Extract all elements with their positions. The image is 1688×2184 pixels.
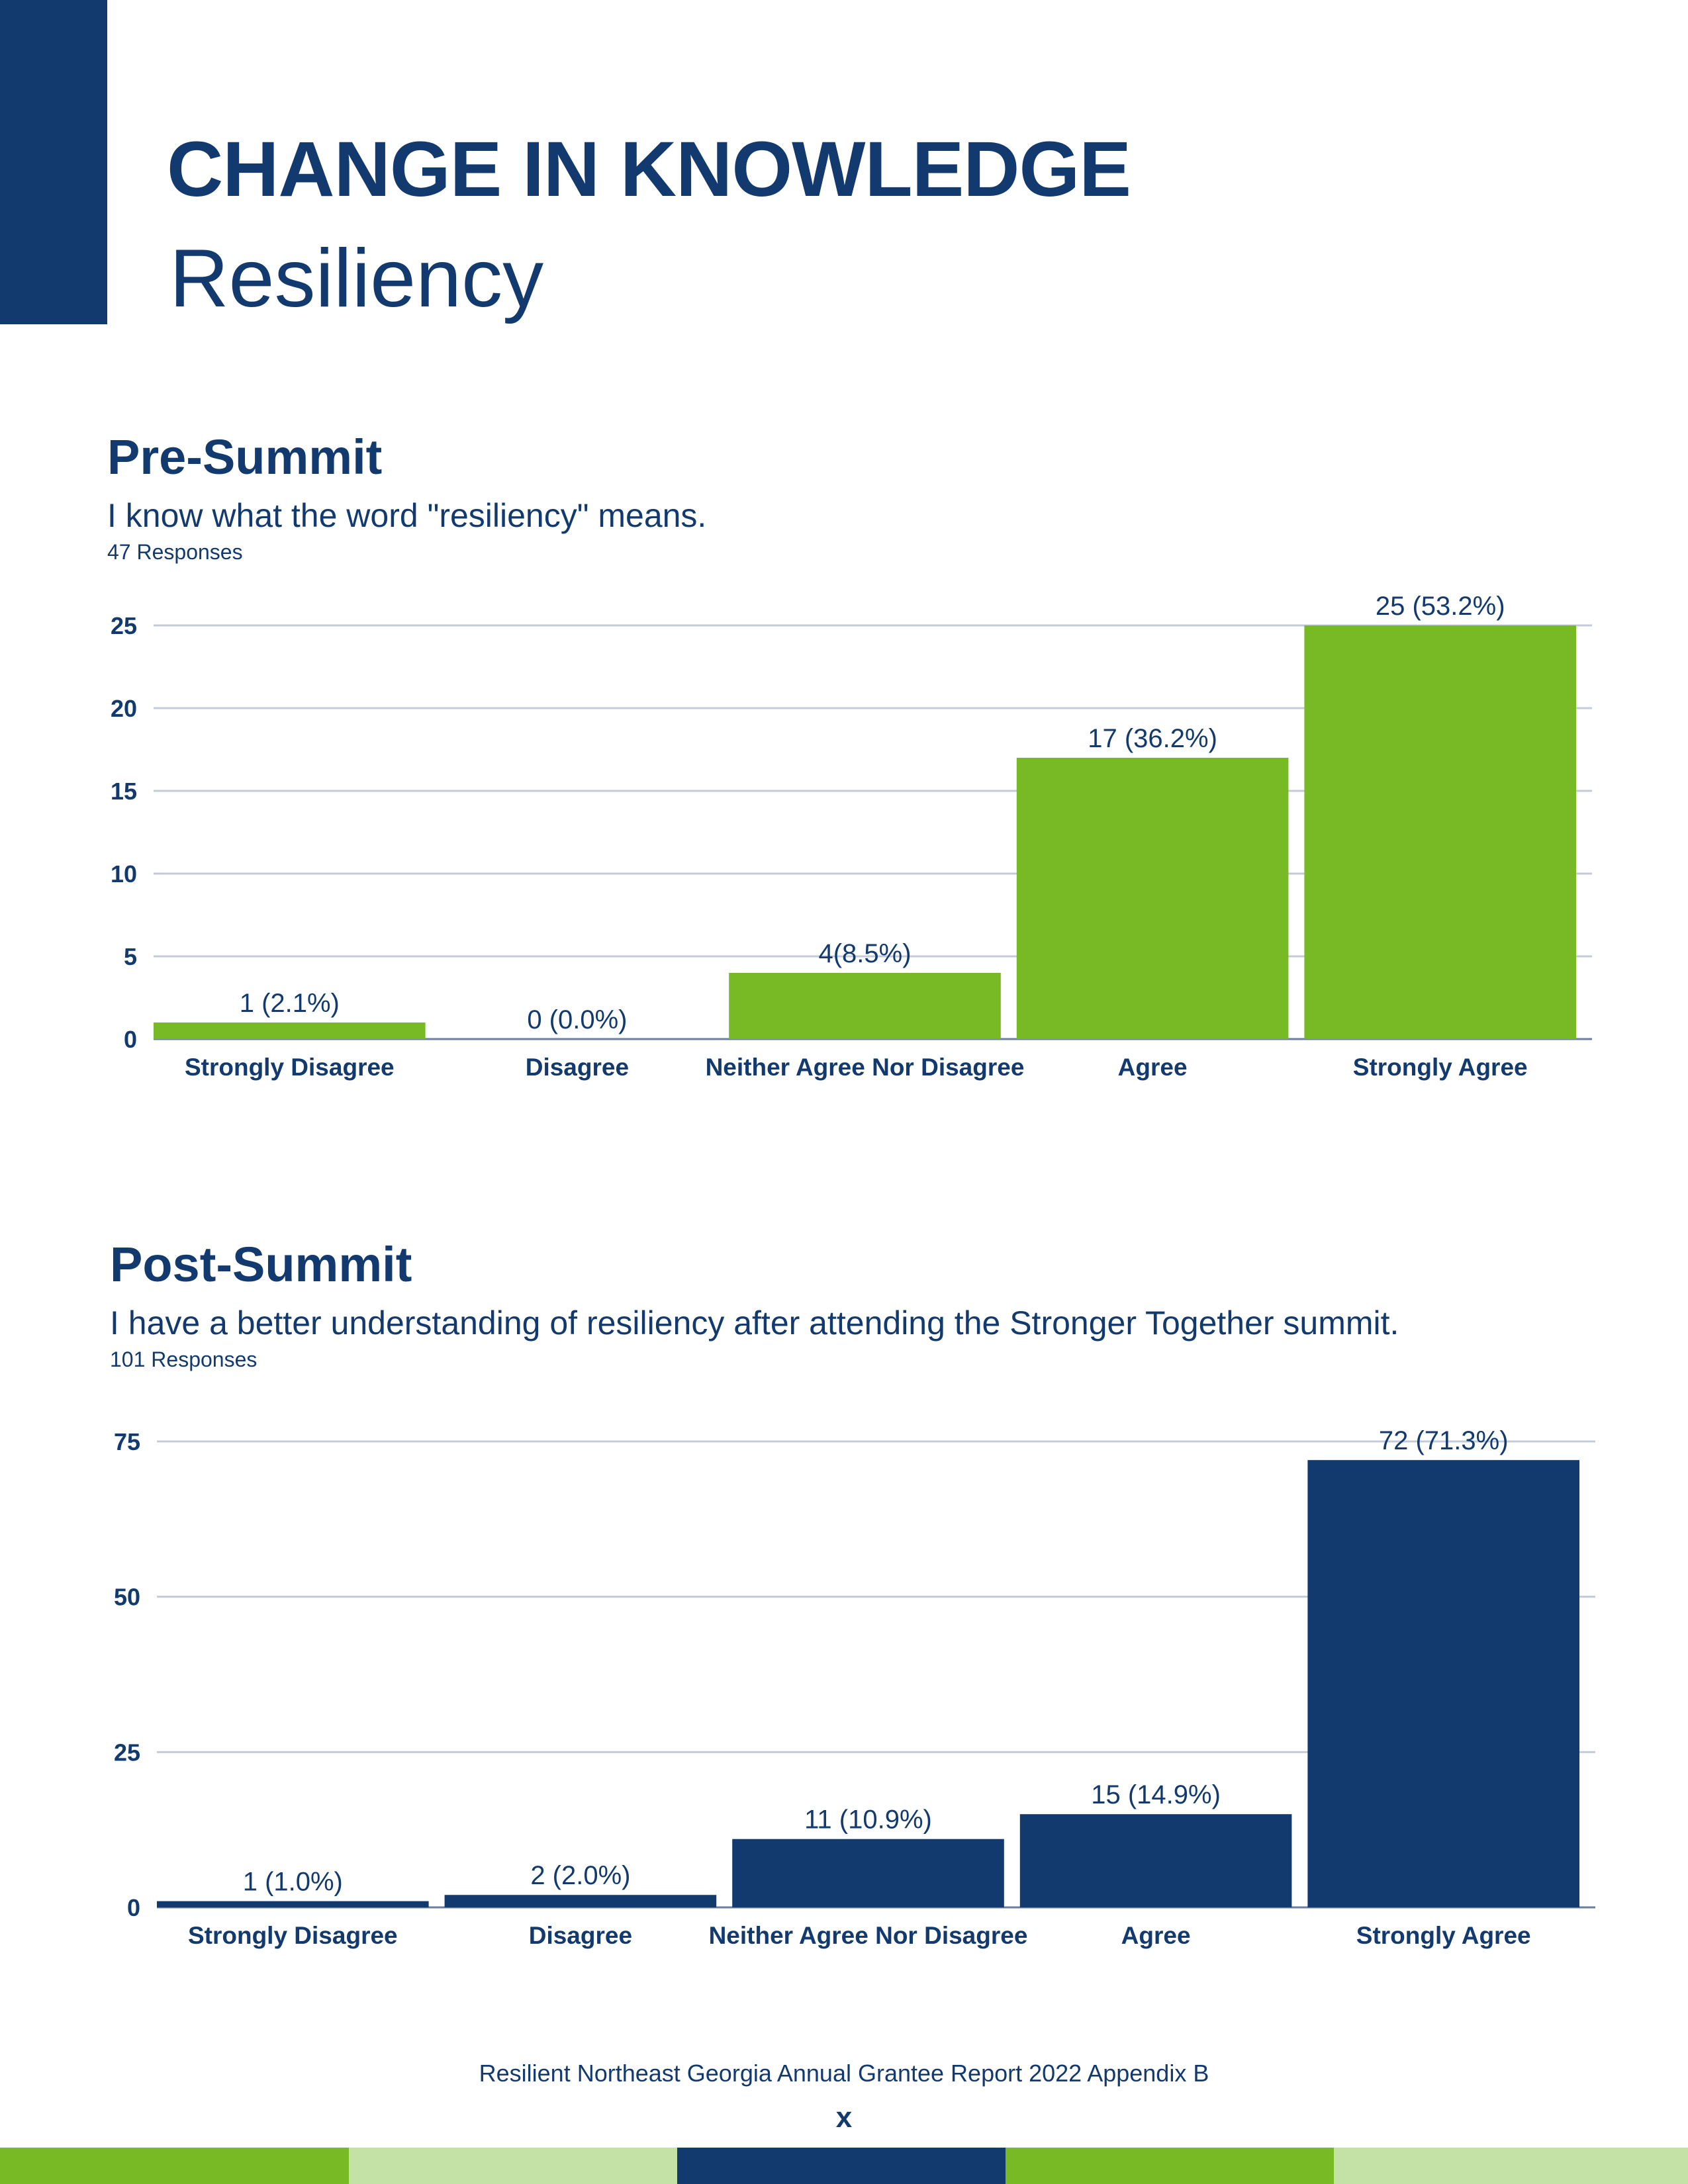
x-tick-label: Neither Agree Nor Disagree [706,1054,1025,1081]
y-tick-label: 25 [114,1739,140,1766]
data-label: 1 (2.1%) [240,989,340,1018]
page-subtitle: Resiliency [169,233,544,324]
x-tick-label: Agree [1121,1922,1191,1949]
bar [1304,625,1576,1039]
y-tick-label: 50 [114,1584,140,1611]
data-label: 11 (10.9%) [804,1805,932,1835]
bar [732,1839,1004,1907]
y-tick-label: 20 [111,695,137,722]
y-tick-label: 0 [124,1026,137,1053]
x-tick-label: Strongly Agree [1353,1054,1528,1081]
bar [729,973,1001,1039]
data-label: 0 (0.0%) [527,1005,627,1034]
x-tick-label: Disagree [526,1054,629,1081]
bar [444,1895,717,1907]
post-summit-question: I have a better understanding of resilie… [110,1304,1399,1342]
data-label: 25 (53.2%) [1376,592,1505,621]
y-tick-label: 25 [111,612,137,639]
post-summit-heading: Post-Summit [110,1237,412,1292]
pre-summit-heading: Pre-Summit [107,430,383,484]
y-tick-label: 0 [127,1894,140,1921]
y-tick-label: 15 [111,778,137,805]
footer-bar-segment [1334,2148,1688,2184]
post-summit-response-count: 101 Responses [110,1347,258,1371]
page-title: CHANGE IN KNOWLEDGE [167,126,1131,213]
bar [1016,758,1289,1039]
bar [1307,1460,1579,1907]
bar [154,1023,426,1039]
pre-summit-question: I know what the word "resiliency" means. [107,497,707,534]
pre-summit-bar-chart: 0 5 10 15 20 25 1 (2.1%) Strongly Disagree 0 (0.… [111,592,1592,1081]
footer-bar-segment [0,2148,349,2184]
pre-summit-response-count: 47 Responses [107,540,243,564]
footer-bar-segment [1006,2148,1334,2184]
post-summit-bar-chart: 0 25 50 75 1 (1.0%) Strongly Disagree 2 (2.0%)… [114,1426,1595,1949]
data-label: 1 (1.0%) [243,1868,343,1897]
footer-color-bar [0,2148,1688,2184]
x-tick-label: Strongly Agree [1356,1922,1531,1949]
report-footer: Resilient Northeast Georgia Annual Grant… [479,2060,1209,2087]
x-tick-label: Neither Agree Nor Disagree [709,1922,1028,1949]
bar [1019,1814,1292,1907]
data-label: 72 (71.3%) [1379,1426,1509,1455]
bar [157,1901,429,1907]
y-tick-label: 75 [114,1428,140,1455]
page-number: x [835,2101,853,2134]
data-label: 15 (14.9%) [1091,1780,1221,1809]
x-tick-label: Agree [1118,1054,1188,1081]
header-accent-block [0,0,107,324]
y-tick-label: 10 [111,860,137,887]
footer-bar-segment [677,2148,1006,2184]
footer-bar-segment [349,2148,677,2184]
x-tick-label: Strongly Disagree [188,1922,398,1949]
data-label: 2 (2.0%) [530,1861,630,1890]
x-tick-label: Disagree [529,1922,632,1949]
data-label: 17 (36.2%) [1088,724,1217,753]
y-tick-label: 5 [124,943,137,970]
x-tick-label: Strongly Disagree [185,1054,395,1081]
data-label: 4(8.5%) [818,939,911,968]
